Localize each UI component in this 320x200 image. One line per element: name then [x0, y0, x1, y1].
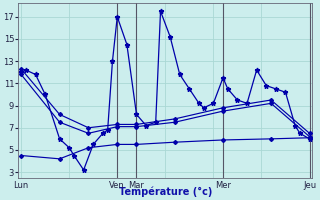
- Text: Ven: Ven: [109, 181, 125, 190]
- X-axis label: Température (°c): Température (°c): [119, 186, 212, 197]
- Text: Mar: Mar: [129, 181, 144, 190]
- Text: Lun: Lun: [13, 181, 29, 190]
- Text: Jeu: Jeu: [303, 181, 316, 190]
- Text: Mer: Mer: [215, 181, 231, 190]
